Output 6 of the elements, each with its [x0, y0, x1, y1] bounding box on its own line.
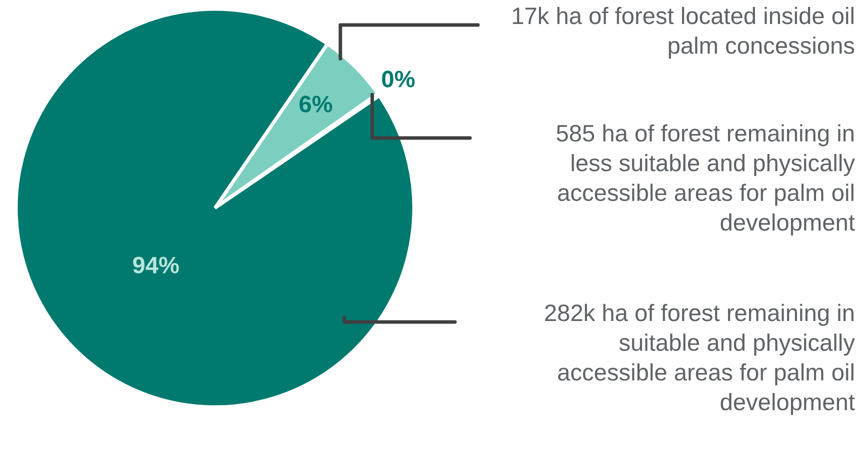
data-label: 0% — [382, 70, 415, 88]
text: 585 ha of forest remaining in less suitable and physically accessible areas for palm oil development — [556, 124, 855, 236]
data-label: 6% — [300, 96, 332, 112]
data-label: 94% — [133, 256, 179, 274]
text: 282k ha of forest remaining in suitable and physically accessible areas for palm oil development — [545, 304, 855, 416]
text: 17k ha of forest located inside oil palm concessions — [512, 6, 854, 59]
